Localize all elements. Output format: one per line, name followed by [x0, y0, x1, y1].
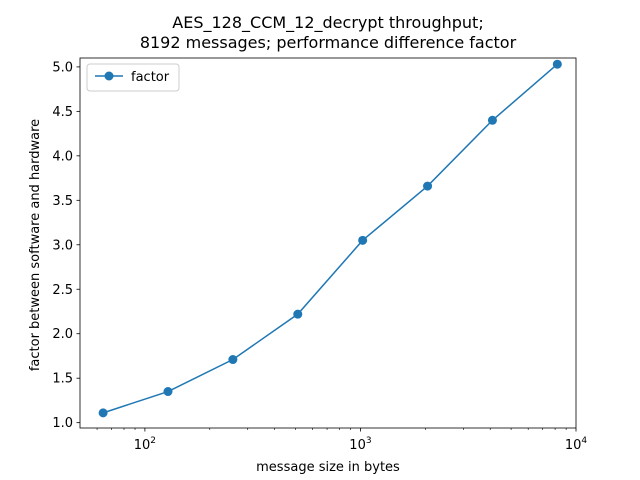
y-tick-label: 1.5: [52, 372, 73, 387]
data-point: [487, 115, 497, 125]
y-axis-label: factor between software and hardware: [28, 119, 43, 371]
x-axis-label: message size in bytes: [256, 460, 400, 475]
y-tick-label: 3.5: [52, 194, 73, 209]
y-tick-label: 2.5: [52, 283, 73, 298]
plot-area: 102 103 104 1.0 1.5 2.0 2.5 3.0 3.5 4.0 4.5 5.0: [52, 57, 588, 453]
data-point: [293, 309, 303, 319]
y-tick-label: 3.0: [52, 238, 73, 253]
legend-box: [86, 63, 180, 92]
data-point: [552, 59, 562, 69]
y-tick-label: 1.0: [52, 416, 73, 431]
y-tick-label: 4.0: [52, 149, 73, 164]
chart-title-line-2: 8192 messages; performance difference fa…: [140, 33, 517, 52]
series-line-factor: [102, 63, 558, 414]
legend-label: factor: [131, 70, 170, 85]
y-tick-label: 5.0: [52, 60, 73, 75]
x-tick-label: 104: [565, 436, 588, 453]
chart-title-line-1: AES_128_CCM_12_decrypt throughput;: [172, 13, 483, 33]
data-point: [163, 387, 173, 397]
data-point: [423, 181, 433, 191]
legend-marker: [104, 71, 114, 81]
data-point: [228, 355, 238, 365]
axes-frame: [79, 57, 577, 429]
legend: factor: [86, 63, 180, 92]
y-tick-label: 2.0: [52, 327, 73, 342]
data-point: [358, 235, 368, 245]
x-tick-label: 103: [349, 436, 371, 453]
y-tick-label: 4.5: [52, 105, 73, 120]
data-point: [98, 408, 108, 418]
x-tick-label: 102: [134, 436, 156, 453]
